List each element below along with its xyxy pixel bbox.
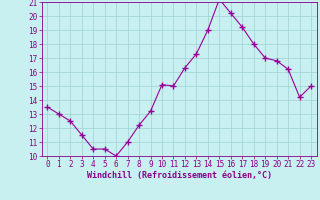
X-axis label: Windchill (Refroidissement éolien,°C): Windchill (Refroidissement éolien,°C) xyxy=(87,171,272,180)
